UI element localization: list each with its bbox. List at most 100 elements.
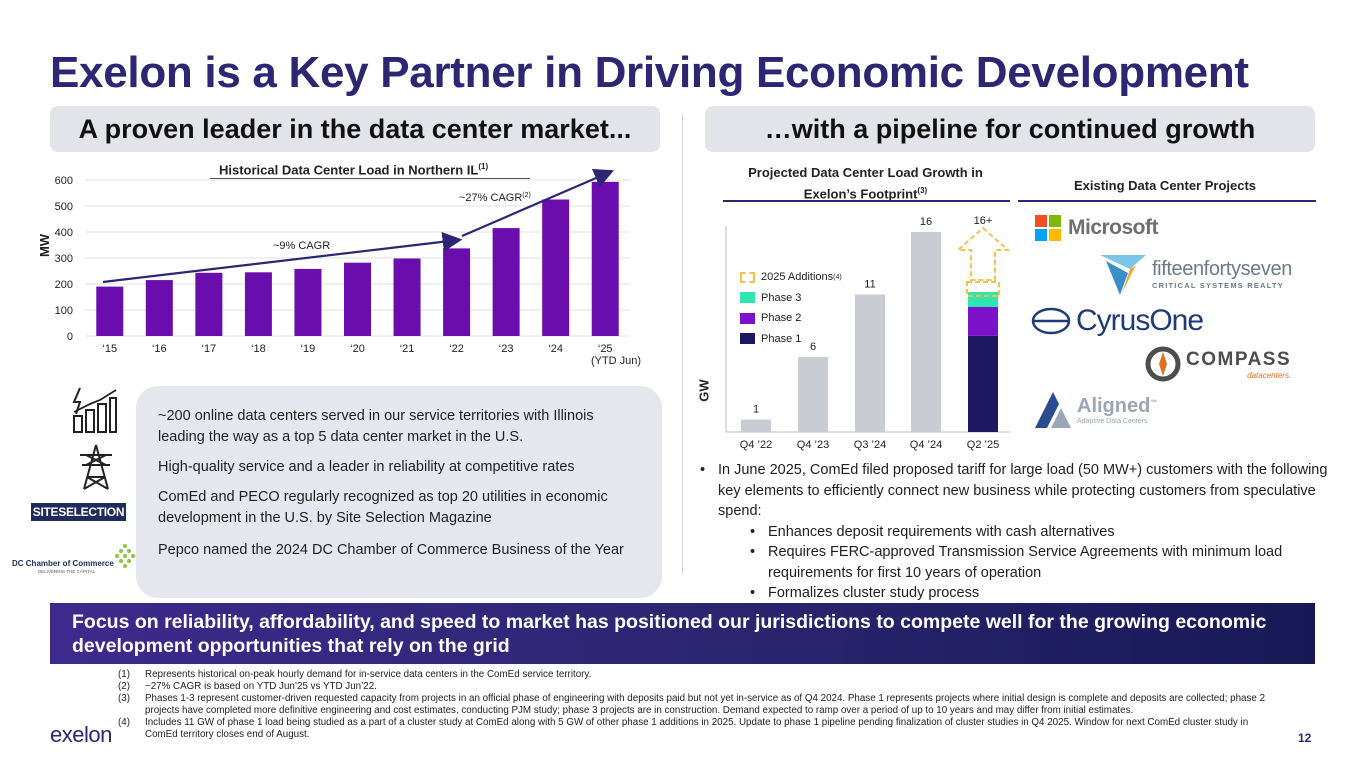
footnote-1: (1) Represents historical on-peak hourly … [118, 669, 592, 680]
footnote-4: (4) Includes 11 GW of phase 1 load being … [118, 717, 1249, 740]
aligned-logo: Aligned™ Adaptive Data Centers [1033, 390, 1157, 430]
exelon-logo: exelon [50, 722, 112, 747]
cagr-early-label: ~9% CAGR [273, 240, 330, 252]
left-info-box: ~200 online data centers served in our s… [136, 386, 662, 598]
bar [344, 262, 371, 336]
cyrusone-icon [1031, 307, 1071, 335]
y-tick-label: 500 [55, 201, 73, 213]
projected-chart-title: Projected Data Center Load Growth in Exe… [748, 165, 983, 202]
additions-dashed-box [966, 281, 1000, 297]
bar [542, 199, 570, 336]
existing-projects-rule [1018, 200, 1316, 202]
y-tick-label: 400 [55, 227, 73, 239]
cyrusone-logo: CyrusOne [1030, 304, 1204, 338]
x-tick-label: ‘22 [449, 343, 464, 355]
additions-up-arrow [955, 226, 1011, 281]
bar [591, 181, 619, 336]
stacked-segment [968, 307, 998, 336]
x-tick-label: ‘21 [400, 343, 415, 355]
footnote-3: (3) Phases 1-3 represent customer-driven … [118, 693, 1266, 716]
historical-chart: 0 100 200 300 400 500 600 ‘15 ‘16 ‘17 ‘18 ‘19 ‘20 ‘2… [55, 169, 641, 367]
focus-banner: Focus on reliability, affordability, and… [50, 603, 1315, 664]
bar [393, 258, 421, 336]
fifteenfortyseven-icon [1100, 255, 1146, 295]
legend-additions: 2025 Additions (4) [740, 267, 842, 288]
bar [96, 286, 124, 336]
x-tick-label: Q4 ’24 [910, 439, 942, 451]
bar [195, 272, 223, 336]
ytd-note: (YTD Jun) [591, 355, 641, 367]
footnote-2: (2) ~27% CAGR is based on YTD Jun’25 vs Y… [118, 681, 377, 692]
x-tick-label: Q4 ’22 [740, 439, 772, 451]
y-tick-label: 200 [55, 279, 73, 291]
info-point-4: Pepco named the 2024 DC Chamber of Comme… [158, 542, 624, 558]
y-tick-label: 300 [55, 253, 73, 265]
bar [443, 248, 471, 336]
existing-projects-title: Existing Data Center Projects [1073, 178, 1257, 193]
data-label: 1 [753, 404, 759, 416]
info-point-3: ComEd and PECO regularly recognized as t… [158, 489, 608, 526]
x-tick-label: ‘20 [350, 343, 365, 355]
left-section-header: A proven leader in the data center marke… [50, 106, 660, 152]
x-tick-label: ‘15 [102, 343, 117, 355]
page-number: 12 [1298, 731, 1312, 745]
dc-chamber-icon [115, 544, 135, 568]
projected-chart: 1 Q4 ’22 6 Q4 ’23 11 Q3 ’24 16 Q4 ’24 Q2 ’25 16+ [725, 215, 1011, 451]
data-label: 16 [920, 216, 932, 228]
projected-chart-legend: 2025 Additions (4) Phase 3 Phase 2 Phase … [740, 267, 842, 349]
legend-phase2: Phase 2 [740, 308, 842, 329]
footnotes: (1) Represents historical on-peak hourly … [118, 669, 1268, 741]
vertical-divider [682, 114, 683, 574]
stacked-segment [968, 292, 998, 307]
top-label-16plus: 16+ [974, 215, 993, 227]
bar [145, 280, 173, 336]
dc-chamber-logo: DC Chamber of Commerce DELIVERING THE CA… [12, 544, 135, 576]
bar [741, 419, 771, 432]
data-label: 6 [810, 341, 816, 353]
bullet-sub-3: Formalizes cluster study process [700, 583, 1340, 604]
x-tick-label: ‘24 [548, 343, 563, 355]
y-tick-label: 0 [67, 331, 73, 343]
cagr-late-label: ~27% CAGR(2) [459, 192, 531, 204]
x-tick-label: Q2 ’25 [967, 439, 999, 451]
bullet-main: In June 2025, ComEd filed proposed tarif… [700, 460, 1340, 522]
bar [798, 357, 828, 432]
right-section-header: …with a pipeline for continued growth [705, 106, 1315, 152]
compass-logo: COMPASS datacenters. [1145, 346, 1291, 382]
siteselection-logo: SITESELECTION [31, 503, 126, 521]
data-center-chart-icon [72, 387, 117, 433]
stacked-segment [968, 335, 998, 432]
info-point-2: High-quality service and a leader in rel… [158, 459, 575, 475]
bullet-sub-1: Enhances deposit requirements with cash … [700, 522, 1340, 543]
microsoft-logo: Microsoft [1035, 215, 1159, 241]
fifteenfortyseven-logo: fifteenfortyseven CRITICAL SYSTEMS REALT… [1100, 253, 1292, 295]
transmission-tower-icon [80, 444, 112, 490]
legend-phase3: Phase 3 [740, 288, 842, 309]
legend-phase1: Phase 1 [740, 329, 842, 350]
x-tick-label: Q4 ’23 [797, 439, 829, 451]
x-tick-label: ‘19 [301, 343, 316, 355]
tariff-bullets: In June 2025, ComEd filed proposed tarif… [700, 460, 1340, 604]
cagr-early-arrow [102, 231, 463, 284]
bar [492, 228, 520, 336]
microsoft-icon [1035, 215, 1061, 241]
bar [855, 294, 885, 432]
data-label: 11 [864, 279, 875, 291]
x-tick-label: ‘25 [598, 343, 613, 355]
x-tick-label: ‘17 [202, 343, 217, 355]
bullet-sub-2: Requires FERC-approved Transmission Serv… [700, 542, 1340, 583]
aligned-icon [1035, 392, 1071, 428]
projected-title-rule [723, 200, 1010, 202]
y-tick-label: 600 [55, 175, 73, 187]
compass-icon [1145, 346, 1181, 382]
x-tick-label: ‘23 [499, 343, 514, 355]
info-point-1: ~200 online data centers served in our s… [158, 408, 594, 445]
y-tick-label: 100 [55, 305, 73, 317]
bar [911, 232, 941, 432]
historical-title-underline [210, 178, 530, 179]
bar [244, 272, 272, 336]
bar [294, 268, 322, 336]
x-tick-label: ‘16 [152, 343, 167, 355]
historical-chart-title: Historical Data Center Load in Northern … [219, 162, 489, 178]
cagr-late-arrow [461, 169, 615, 238]
